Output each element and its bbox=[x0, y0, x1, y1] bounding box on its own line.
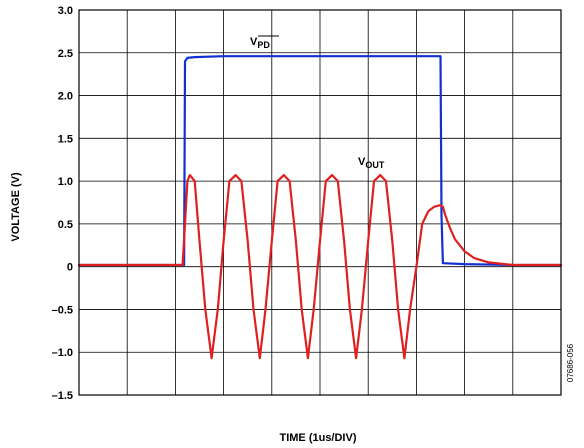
series-label-vout-main: V bbox=[358, 156, 366, 168]
series-label-vpd: VPD bbox=[250, 36, 270, 50]
figure-code: 07686-056 bbox=[566, 343, 575, 382]
y-tick-label: 3.0 bbox=[58, 5, 73, 17]
series-label-vout: VOUT bbox=[358, 156, 385, 170]
series-layer bbox=[77, 55, 563, 360]
x-axis-label: TIME (1us/DIV) bbox=[279, 432, 356, 444]
plot-frame bbox=[78, 9, 562, 396]
y-tick-label: –1.0 bbox=[52, 347, 73, 359]
y-axis-label: VOLTAGE (V) bbox=[10, 172, 22, 242]
y-tick-labels: 3.0 2.5 2.0 1.5 1.0 0.5 0 –0.5 –1.0 –1.5 bbox=[52, 5, 73, 402]
series-line-pd bbox=[77, 55, 563, 267]
y-tick-label: 2.5 bbox=[58, 48, 73, 60]
series-line-out bbox=[77, 174, 563, 360]
y-tick-label: 0 bbox=[67, 262, 73, 274]
y-tick-label: 0.5 bbox=[58, 219, 73, 231]
grid bbox=[79, 10, 561, 395]
series-label-vpd-main: V bbox=[250, 36, 258, 48]
y-tick-label: –0.5 bbox=[52, 304, 73, 316]
y-tick-label: 1.5 bbox=[58, 133, 73, 145]
y-tick-label: 2.0 bbox=[58, 91, 73, 103]
y-tick-label: –1.5 bbox=[52, 390, 73, 402]
series-label-vpd-sub: PD bbox=[257, 40, 270, 50]
series-label-vout-sub: OUT bbox=[365, 160, 385, 170]
y-tick-label: 1.0 bbox=[58, 176, 73, 188]
